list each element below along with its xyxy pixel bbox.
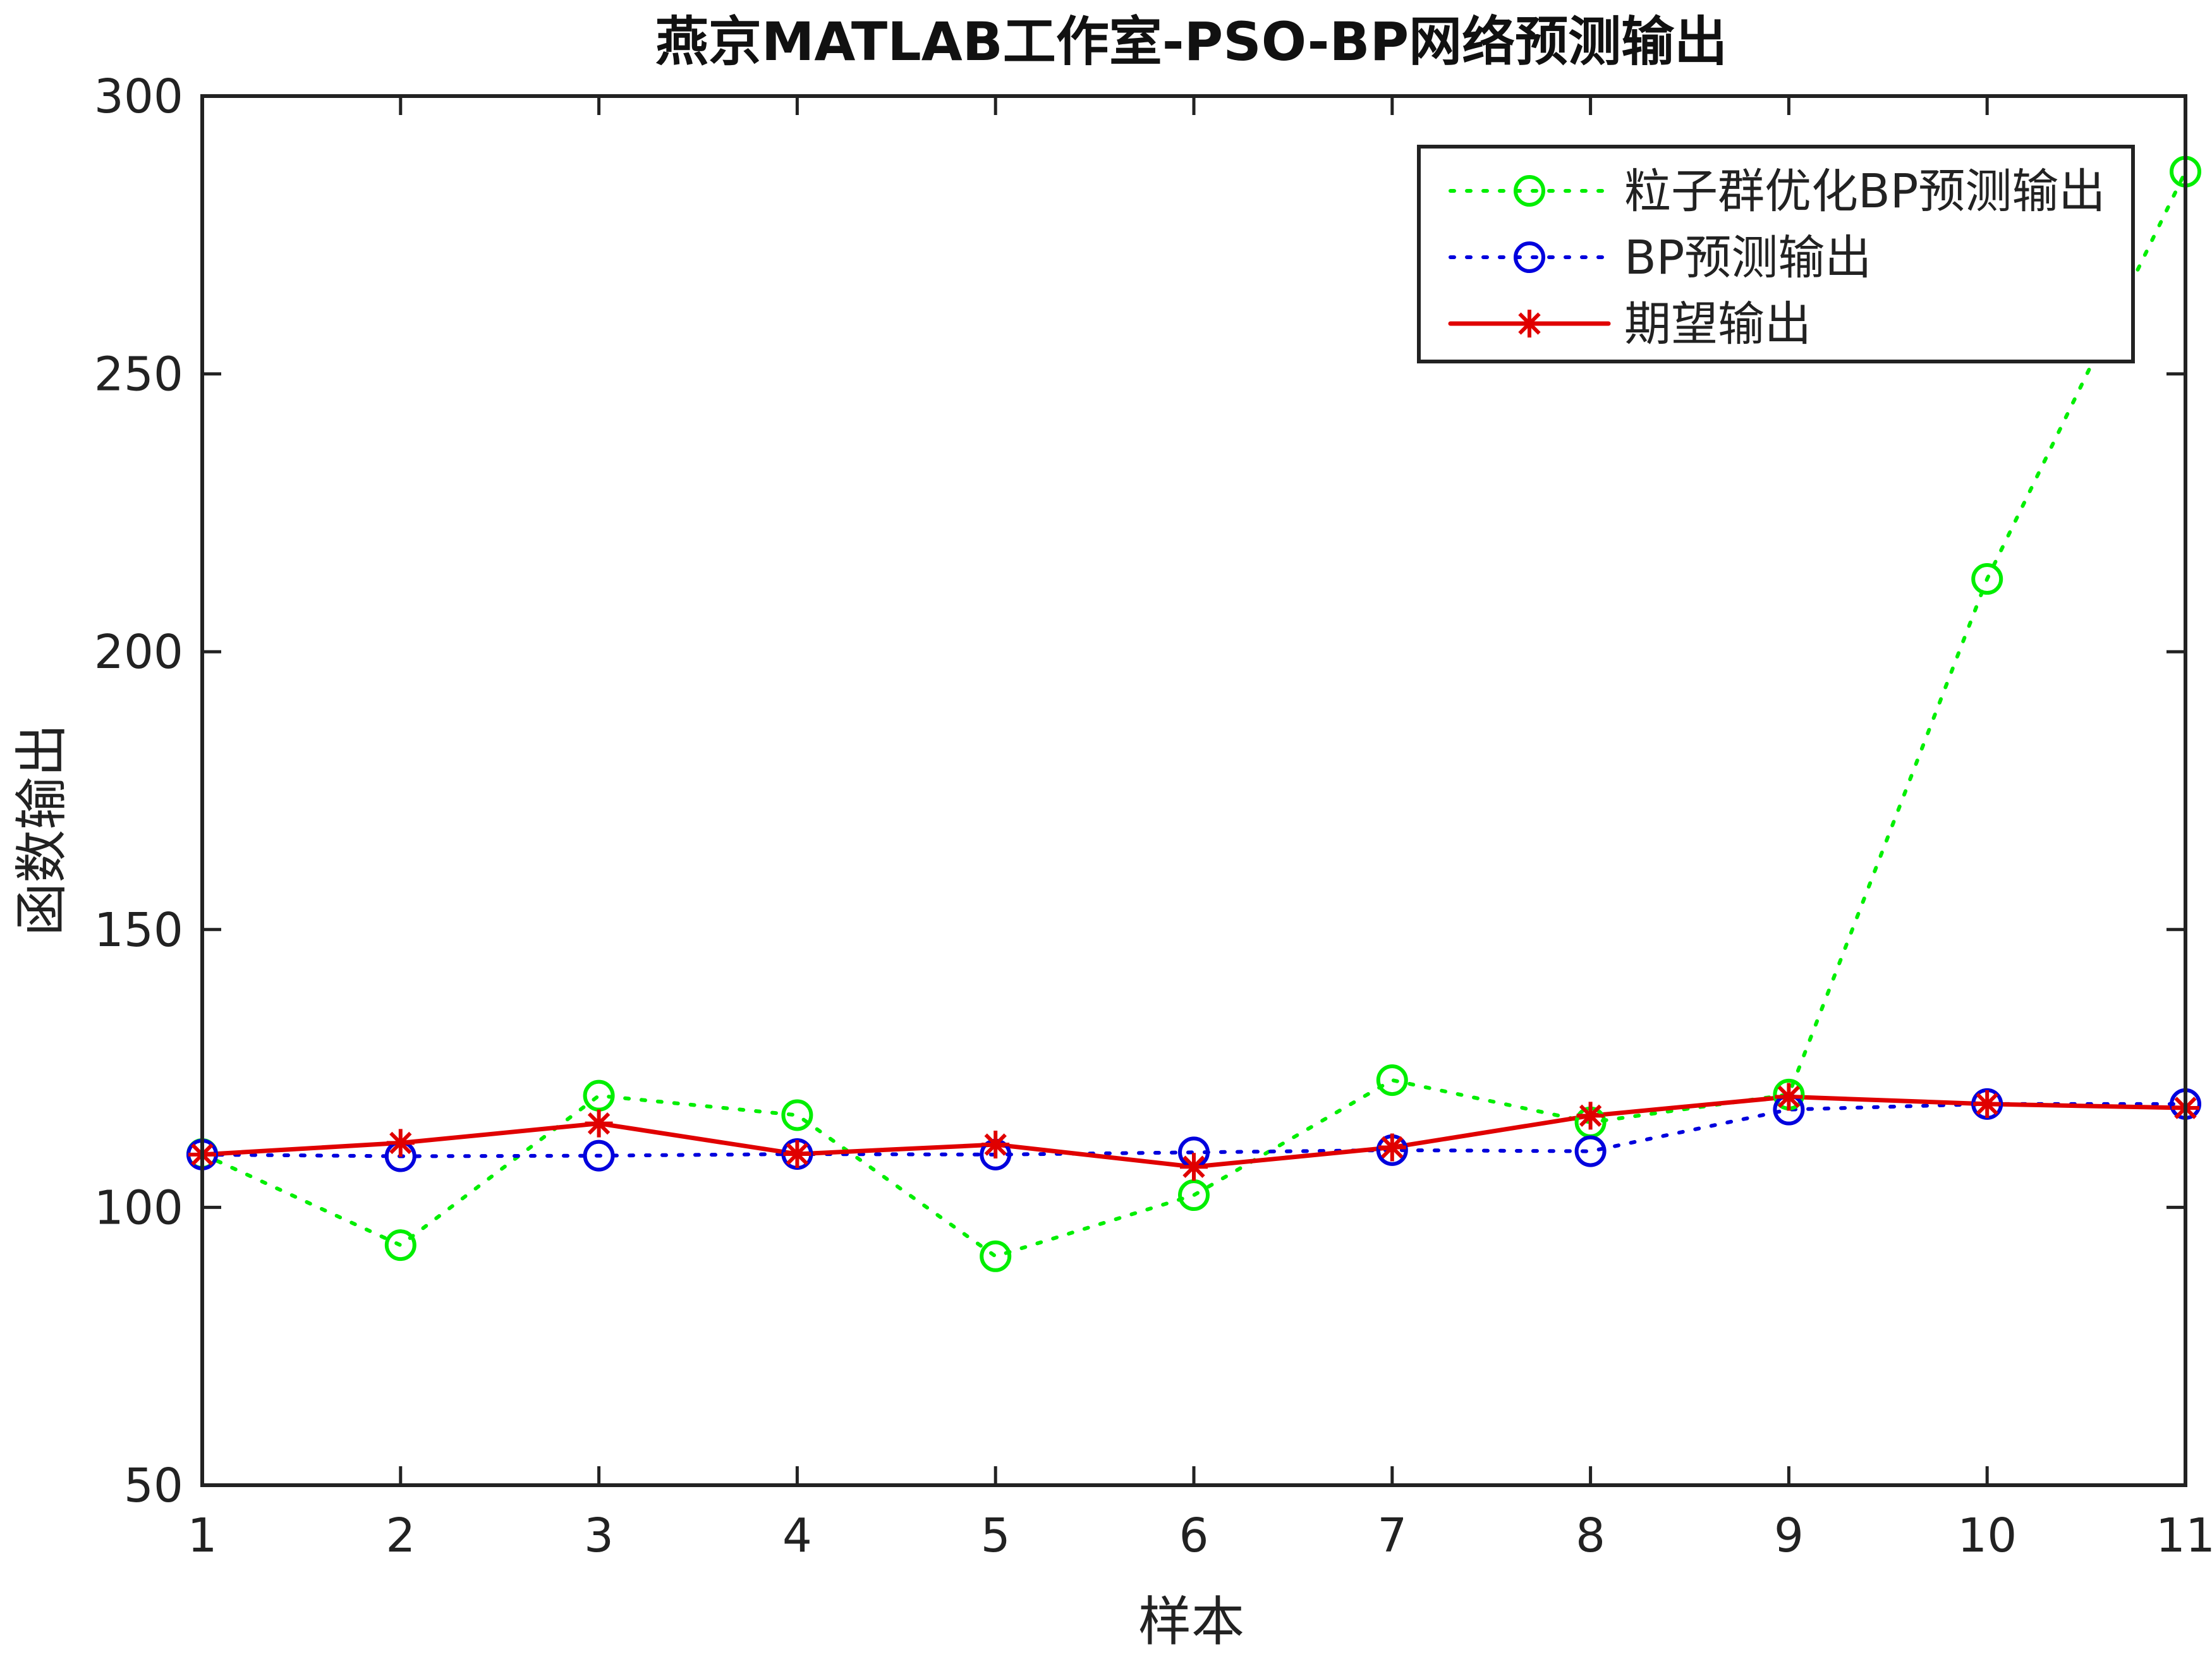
series-1-point bbox=[1971, 563, 2003, 595]
series-2-point bbox=[1574, 1135, 1607, 1167]
y-tick-label: 100 bbox=[94, 1181, 183, 1235]
y-tick-label: 50 bbox=[124, 1459, 183, 1513]
series-line-2 bbox=[200, 1102, 2187, 1158]
series-3-point bbox=[386, 1129, 415, 1157]
x-tick-label: 11 bbox=[2156, 1509, 2212, 1563]
chart-title: 燕京MATLAB工作室-PSO-BP网络预测输出 bbox=[655, 11, 1727, 73]
asterisk-stroke bbox=[1381, 1136, 1404, 1159]
series-3-point bbox=[1973, 1090, 2002, 1118]
x-tick-label: 4 bbox=[782, 1509, 812, 1563]
x-tick-label: 5 bbox=[981, 1509, 1011, 1563]
y-tick-label: 200 bbox=[94, 625, 183, 679]
series-3-point bbox=[981, 1131, 1010, 1159]
series-1-point bbox=[980, 1240, 1012, 1272]
asterisk-stroke bbox=[1518, 312, 1541, 335]
asterisk-stroke bbox=[1976, 1093, 1998, 1115]
asterisk-stroke bbox=[786, 1143, 809, 1165]
x-axis-label: 样本 bbox=[1138, 1591, 1244, 1653]
series-3-point bbox=[783, 1139, 811, 1168]
y-axis-label: 函数输出 bbox=[11, 724, 73, 936]
asterisk-stroke bbox=[1579, 1104, 1602, 1127]
axes-box bbox=[200, 94, 2187, 1487]
series-1-point bbox=[1178, 1179, 1210, 1212]
series-3-point bbox=[1775, 1083, 1803, 1111]
series-1-point bbox=[1376, 1064, 1408, 1097]
series-3-point bbox=[1378, 1133, 1406, 1162]
x-tick-label: 3 bbox=[584, 1509, 614, 1563]
legend-marker-1 bbox=[1514, 175, 1545, 207]
legend-label-2: BP预测输出 bbox=[1624, 231, 1871, 285]
y-tick-label: 150 bbox=[94, 903, 183, 957]
x-tick-label: 10 bbox=[1957, 1509, 2017, 1563]
legend-label-1: 粒子群优化BP预测输出 bbox=[1624, 164, 2105, 219]
x-tick-label: 2 bbox=[386, 1509, 415, 1563]
series-3-point bbox=[1180, 1153, 1208, 1181]
legend-marker-2 bbox=[1514, 241, 1545, 273]
asterisk-stroke bbox=[389, 1131, 412, 1155]
x-tick-label: 1 bbox=[187, 1509, 217, 1563]
series-1-point bbox=[384, 1229, 416, 1261]
legend-marker-3 bbox=[1516, 310, 1543, 337]
y-tick-label: 250 bbox=[94, 348, 183, 402]
x-tick-label: 9 bbox=[1774, 1509, 1804, 1563]
legend-label-3: 期望输出 bbox=[1624, 297, 1811, 351]
asterisk-stroke bbox=[1182, 1155, 1205, 1178]
asterisk-stroke bbox=[1777, 1085, 1801, 1109]
series-3-point bbox=[1576, 1102, 1605, 1130]
x-tick-label: 6 bbox=[1179, 1509, 1208, 1563]
asterisk-stroke bbox=[587, 1112, 611, 1135]
x-tick-label: 8 bbox=[1576, 1509, 1605, 1563]
x-tick-label: 7 bbox=[1377, 1509, 1407, 1563]
series-line-1 bbox=[200, 169, 2187, 1259]
series-3-point bbox=[585, 1109, 613, 1138]
series-2-point bbox=[583, 1139, 615, 1172]
series-1-point bbox=[781, 1099, 813, 1131]
y-tick-label: 300 bbox=[94, 70, 183, 124]
asterisk-stroke bbox=[984, 1133, 1007, 1156]
